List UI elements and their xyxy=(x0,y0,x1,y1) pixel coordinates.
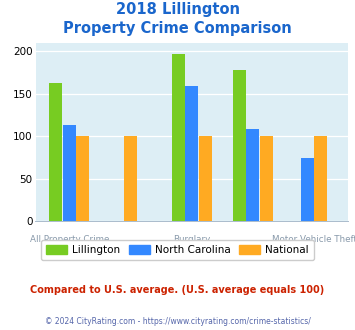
Text: Arson: Arson xyxy=(118,249,143,259)
Text: Burglary: Burglary xyxy=(173,235,210,244)
Bar xyxy=(246,129,260,221)
Text: © 2024 CityRating.com - https://www.cityrating.com/crime-statistics/: © 2024 CityRating.com - https://www.city… xyxy=(45,317,310,326)
Bar xyxy=(301,158,314,221)
Bar xyxy=(233,70,246,221)
Text: 2018 Lillington: 2018 Lillington xyxy=(115,2,240,16)
Bar xyxy=(260,136,273,221)
Text: Property Crime Comparison: Property Crime Comparison xyxy=(63,21,292,36)
Bar xyxy=(62,125,76,221)
Text: Larceny & Theft: Larceny & Theft xyxy=(218,249,288,259)
Text: Motor Vehicle Theft: Motor Vehicle Theft xyxy=(272,235,355,244)
Bar xyxy=(172,54,185,221)
Bar xyxy=(76,136,89,221)
Bar xyxy=(185,86,198,221)
Bar xyxy=(315,136,327,221)
Text: Compared to U.S. average. (U.S. average equals 100): Compared to U.S. average. (U.S. average … xyxy=(31,285,324,295)
Bar xyxy=(49,83,62,221)
Legend: Lillington, North Carolina, National: Lillington, North Carolina, National xyxy=(41,240,314,260)
Bar xyxy=(199,136,212,221)
Text: All Property Crime: All Property Crime xyxy=(29,235,109,244)
Bar xyxy=(124,136,137,221)
